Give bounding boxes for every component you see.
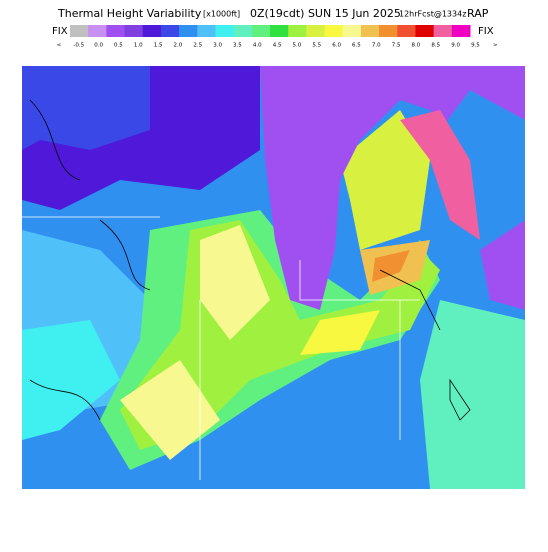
color-swatch (160, 25, 180, 37)
color-swatch (106, 25, 126, 37)
model: RAP (467, 7, 489, 20)
color-swatch (397, 25, 416, 37)
color-swatch (142, 25, 162, 37)
color-swatch (288, 25, 307, 37)
colorbar-label: 0.5 (114, 43, 123, 49)
forecast: 12hrFcst@1334z (399, 10, 466, 19)
colorbar-label: 8.5 (431, 43, 440, 49)
color-swatch (197, 25, 216, 37)
colorbar-label: 2.5 (193, 43, 202, 49)
colorbar-label: 3.5 (233, 43, 242, 49)
color-swatch (251, 25, 271, 37)
colorbar-label: 9.0 (451, 43, 460, 49)
fix-right: FIX (478, 26, 494, 37)
color-swatch (324, 25, 344, 37)
colorbar-label: 1.0 (134, 43, 143, 49)
colorbar: < -0.5 0.0 0.5 1.0 1.5 2.0 2.5 3.0 3.5 4.0 4.5 5.0 5.… (57, 25, 498, 49)
color-swatch (215, 25, 235, 37)
color-swatch (379, 25, 398, 37)
colorbar-label: -0.5 (73, 43, 84, 49)
map (22, 66, 525, 489)
color-swatch (270, 25, 289, 37)
color-swatch (306, 25, 326, 37)
color-swatch (88, 25, 107, 37)
color-swatch (70, 25, 89, 37)
color-swatch (233, 25, 253, 37)
valid-time: 0Z(19cdt) SUN 15 Jun 2025 (250, 7, 401, 20)
colorbar-label: 0.0 (94, 43, 103, 49)
colorbar-label: 3.0 (213, 43, 222, 49)
colorbar-label: 5.0 (293, 43, 302, 49)
title: Thermal Height Variability (57, 7, 202, 20)
color-swatch (124, 25, 144, 37)
colorbar-label: 6.0 (332, 43, 341, 49)
colorbar-label: 6.5 (352, 43, 361, 49)
colorbar-label: 4.5 (273, 43, 282, 49)
color-swatch (433, 25, 453, 37)
color-swatch (360, 25, 380, 37)
colorbar-label: > (493, 43, 498, 49)
colorbar-label: 8.0 (412, 43, 421, 49)
colorbar-label: 9.5 (471, 43, 480, 49)
colorbar-label: 7.0 (372, 43, 381, 49)
units: [x1000ft] (203, 10, 240, 19)
fix-left: FIX (52, 26, 68, 37)
colorbar-label: 5.5 (312, 43, 321, 49)
colorbar-label: 4.0 (253, 43, 262, 49)
colorbar-label: 2.0 (174, 43, 183, 49)
colorbar-label: 7.5 (392, 43, 401, 49)
color-swatch (451, 25, 471, 37)
colorbar-label: 1.5 (154, 43, 163, 49)
color-swatch (415, 25, 435, 37)
color-swatch (179, 25, 198, 37)
colorbar-label: < (57, 43, 62, 49)
color-swatch (342, 25, 362, 37)
